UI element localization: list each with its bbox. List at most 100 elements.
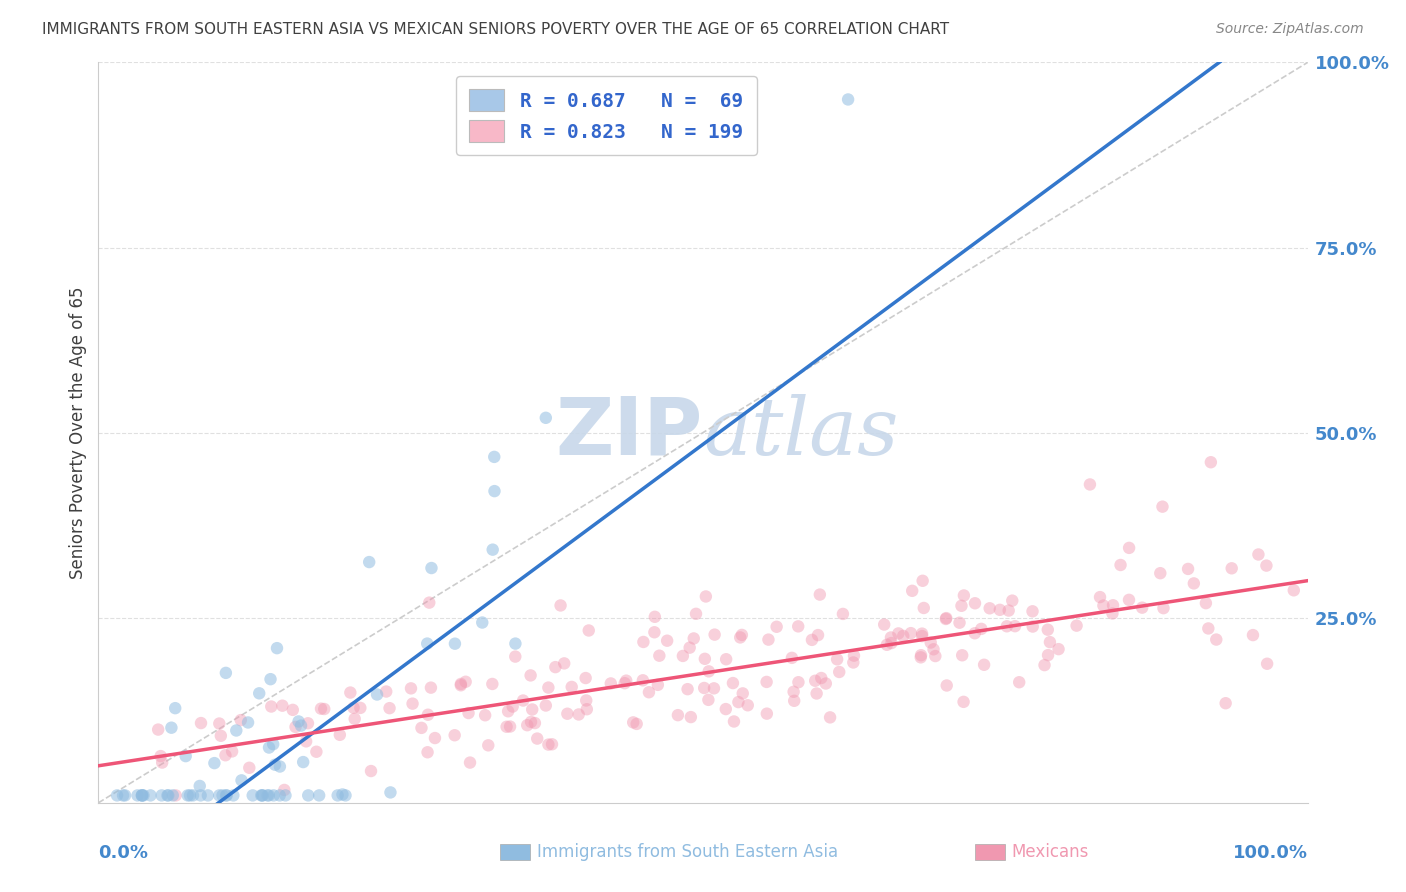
Point	[343, 712, 366, 726]
Point	[910, 648, 932, 663]
Point	[112, 789, 135, 803]
Point	[499, 720, 522, 734]
Point	[693, 652, 716, 666]
Point	[519, 668, 541, 682]
Point	[1101, 607, 1123, 621]
Point	[800, 632, 823, 647]
Point	[1102, 599, 1125, 613]
Point	[648, 648, 671, 663]
Point	[837, 92, 859, 106]
Point	[825, 652, 848, 666]
Point	[575, 702, 598, 716]
Point	[250, 789, 273, 803]
Point	[988, 603, 1011, 617]
Text: Immigrants from South Eastern Asia: Immigrants from South Eastern Asia	[537, 843, 838, 861]
Point	[477, 739, 499, 753]
Point	[550, 599, 572, 613]
Point	[238, 761, 260, 775]
Point	[537, 738, 560, 752]
Point	[105, 789, 128, 803]
Point	[714, 652, 737, 666]
Point	[721, 676, 744, 690]
Text: atlas: atlas	[703, 394, 898, 471]
Point	[920, 635, 942, 649]
Point	[214, 748, 236, 763]
Point	[458, 756, 481, 770]
Point	[731, 686, 754, 700]
Point	[454, 674, 477, 689]
Point	[900, 626, 922, 640]
Point	[922, 642, 945, 657]
Point	[162, 789, 184, 803]
Point	[1153, 601, 1175, 615]
Point	[332, 788, 354, 802]
Point	[131, 789, 153, 803]
Point	[292, 755, 315, 769]
Point	[522, 702, 544, 716]
Point	[541, 737, 564, 751]
Point	[416, 745, 439, 759]
Point	[444, 637, 467, 651]
Point	[1088, 590, 1111, 604]
Point	[948, 615, 970, 630]
Point	[505, 649, 527, 664]
Point	[953, 589, 976, 603]
Point	[401, 697, 423, 711]
Point	[399, 681, 422, 696]
Point	[295, 734, 318, 748]
Point	[755, 706, 778, 721]
Point	[215, 789, 238, 803]
Point	[1036, 648, 1059, 662]
Point	[1282, 583, 1305, 598]
Point	[723, 714, 745, 729]
Point	[257, 740, 280, 755]
Point	[375, 684, 398, 698]
FancyBboxPatch shape	[501, 844, 530, 860]
Point	[1177, 562, 1199, 576]
Point	[970, 622, 993, 636]
Point	[880, 636, 903, 650]
Point	[714, 702, 737, 716]
Point	[1256, 558, 1278, 573]
Point	[481, 542, 503, 557]
Point	[221, 744, 243, 758]
Point	[190, 716, 212, 731]
Point	[911, 626, 934, 640]
Point	[534, 410, 557, 425]
Point	[887, 626, 910, 640]
Point	[1199, 455, 1222, 469]
Point	[305, 745, 328, 759]
Text: Source: ZipAtlas.com: Source: ZipAtlas.com	[1216, 22, 1364, 37]
Point	[457, 706, 479, 720]
Point	[891, 629, 914, 643]
Point	[935, 611, 957, 625]
Point	[496, 704, 519, 718]
Point	[132, 789, 155, 803]
Point	[638, 685, 661, 699]
Point	[149, 749, 172, 764]
Point	[561, 680, 583, 694]
Point	[807, 628, 830, 642]
Point	[644, 609, 666, 624]
Point	[339, 685, 361, 699]
Point	[575, 693, 598, 707]
Point	[329, 728, 352, 742]
Point	[1004, 619, 1026, 633]
Point	[1197, 622, 1219, 636]
Point	[505, 637, 527, 651]
Point	[1118, 541, 1140, 555]
Point	[1215, 696, 1237, 710]
Point	[973, 657, 995, 672]
Point	[197, 789, 219, 803]
Point	[512, 693, 534, 707]
Point	[419, 681, 441, 695]
Point	[1066, 618, 1088, 632]
Point	[260, 699, 283, 714]
Point	[818, 710, 841, 724]
Point	[259, 672, 281, 686]
Point	[520, 714, 543, 729]
Text: 0.0%: 0.0%	[98, 844, 149, 862]
Point	[842, 648, 865, 663]
Point	[380, 785, 402, 799]
Point	[1039, 635, 1062, 649]
